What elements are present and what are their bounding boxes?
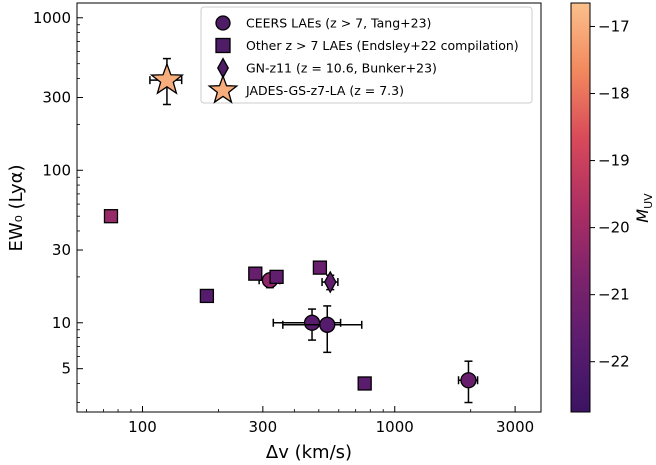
y-tick-label: 30 [52, 241, 71, 259]
x-tick-label: 300 [249, 418, 278, 436]
square-marker [199, 288, 215, 304]
x-tick-label: 1000 [376, 418, 414, 436]
y-tick-label: 1000 [33, 9, 71, 27]
y-axis-title: EW₀ (Lyα) [6, 164, 27, 251]
colorbar-label-sub: UV [642, 193, 655, 209]
circle-marker [303, 314, 321, 331]
legend-frame [200, 6, 533, 104]
x-axis-title: Δv (km/s) [266, 442, 352, 463]
circle-marker [460, 372, 477, 389]
star-marker [149, 62, 185, 95]
square-marker [312, 260, 328, 275]
y-axis: 5 10 30 100 300 1000 [33, 9, 83, 403]
square-marker [248, 266, 263, 281]
colorbar-fill [570, 2, 591, 413]
colorbar-label-main: M [633, 209, 652, 223]
data-markers [103, 57, 479, 404]
colorbar-tick-label: −19 [598, 152, 630, 170]
circle-marker [319, 316, 336, 333]
colorbar-tick-label: −17 [598, 17, 630, 35]
colorbar-tick-label: −22 [598, 353, 630, 371]
square-marker [357, 376, 372, 391]
square-marker [215, 37, 231, 54]
colorbar-tick-label: −18 [598, 85, 630, 103]
x-axis: 100 300 1000 3000 [86, 406, 534, 436]
colorbar: −17 −18 −19 −20 −21 −22 MUV [570, 2, 655, 413]
colorbar-tick-label: −20 [598, 219, 630, 237]
circle-marker [215, 15, 231, 31]
legend-label: GN-z11 (z = 10.6, Bunker+23) [246, 61, 437, 76]
colorbar-label: MUV [633, 193, 655, 223]
legend: CEERS LAEs (z > 7, Tang+23) Other z > 7 L… [200, 6, 533, 104]
square-marker [269, 269, 284, 285]
y-tick-label: 300 [42, 89, 71, 107]
square-marker [103, 209, 119, 224]
legend-label: CEERS LAEs (z > 7, Tang+23) [246, 16, 431, 31]
y-tick-label: 100 [42, 161, 71, 179]
legend-label: JADES-GS-z7-LA (z = 7.3) [245, 83, 404, 98]
legend-label: Other z > 7 LAEs (Endsley+22 compilation… [246, 38, 519, 53]
colorbar-tick-label: −21 [598, 286, 630, 304]
y-tick-label: 10 [52, 314, 71, 332]
x-tick-label: 3000 [496, 418, 534, 436]
diamond-marker [323, 270, 337, 294]
y-tick-label: 5 [61, 360, 71, 378]
x-tick-label: 100 [128, 418, 157, 436]
star-marker [207, 74, 239, 104]
